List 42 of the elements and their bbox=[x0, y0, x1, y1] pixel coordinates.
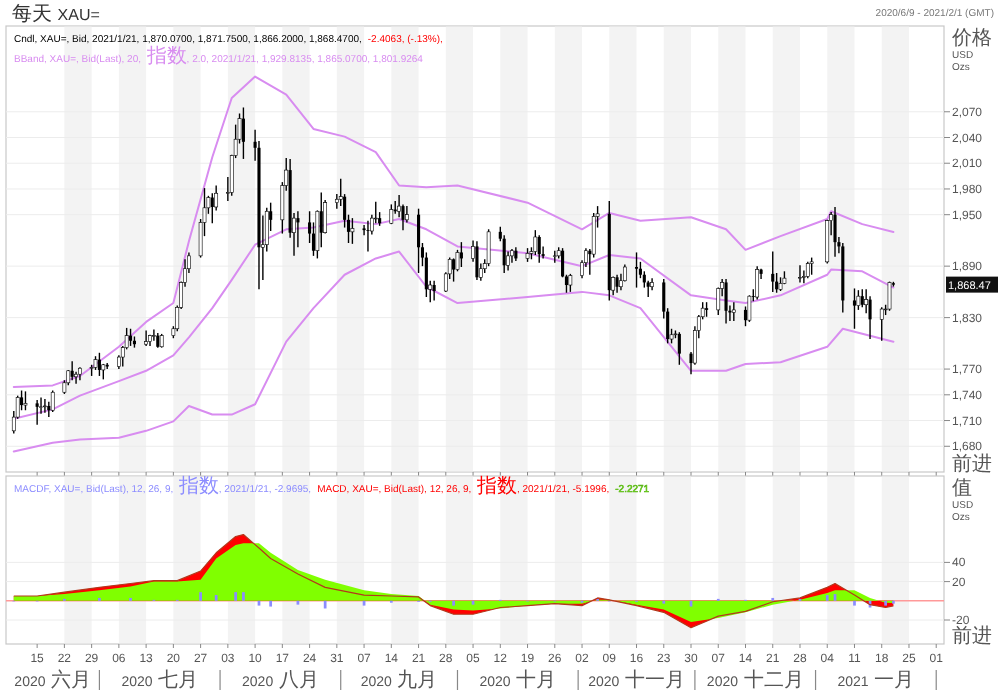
candlestick bbox=[860, 288, 864, 309]
candlestick bbox=[50, 389, 55, 413]
line-series bbox=[12, 75, 895, 389]
candlestick bbox=[502, 234, 506, 274]
candlestick bbox=[350, 217, 355, 245]
candlestick bbox=[615, 274, 619, 294]
candlestick bbox=[833, 206, 837, 258]
candlestick bbox=[20, 389, 24, 411]
candlestick bbox=[537, 234, 541, 264]
candlestick bbox=[35, 399, 39, 426]
candlestick bbox=[887, 280, 892, 312]
candlestick bbox=[868, 295, 872, 340]
candlestick bbox=[432, 280, 436, 302]
candlestick bbox=[724, 278, 728, 325]
line-series bbox=[12, 250, 895, 453]
text: 前进 bbox=[952, 624, 992, 648]
candlestick bbox=[459, 241, 463, 268]
candlestick bbox=[568, 273, 573, 293]
candlestick bbox=[296, 210, 300, 248]
candlestick bbox=[366, 220, 370, 253]
candlestick bbox=[401, 203, 405, 231]
candlestick bbox=[533, 229, 538, 256]
candlestick bbox=[486, 228, 491, 267]
candlestick bbox=[23, 390, 28, 411]
candlestick bbox=[424, 251, 428, 298]
candlestick bbox=[105, 362, 109, 370]
candlestick bbox=[70, 360, 74, 381]
candlestick bbox=[475, 240, 479, 281]
chart-title: 每天 XAU= bbox=[12, 2, 101, 26]
candlestick bbox=[43, 398, 47, 414]
candlestick bbox=[634, 251, 639, 289]
candlestick bbox=[241, 106, 245, 160]
candlestick bbox=[852, 287, 857, 330]
candlestick bbox=[417, 207, 421, 274]
candlestick bbox=[210, 192, 214, 224]
candlestick bbox=[97, 352, 101, 377]
candlestick bbox=[452, 257, 456, 283]
candlestick bbox=[152, 328, 156, 342]
text: 前进 bbox=[952, 452, 992, 476]
candlestick bbox=[731, 301, 736, 322]
candlestick bbox=[771, 250, 775, 293]
candlestick bbox=[677, 331, 681, 366]
